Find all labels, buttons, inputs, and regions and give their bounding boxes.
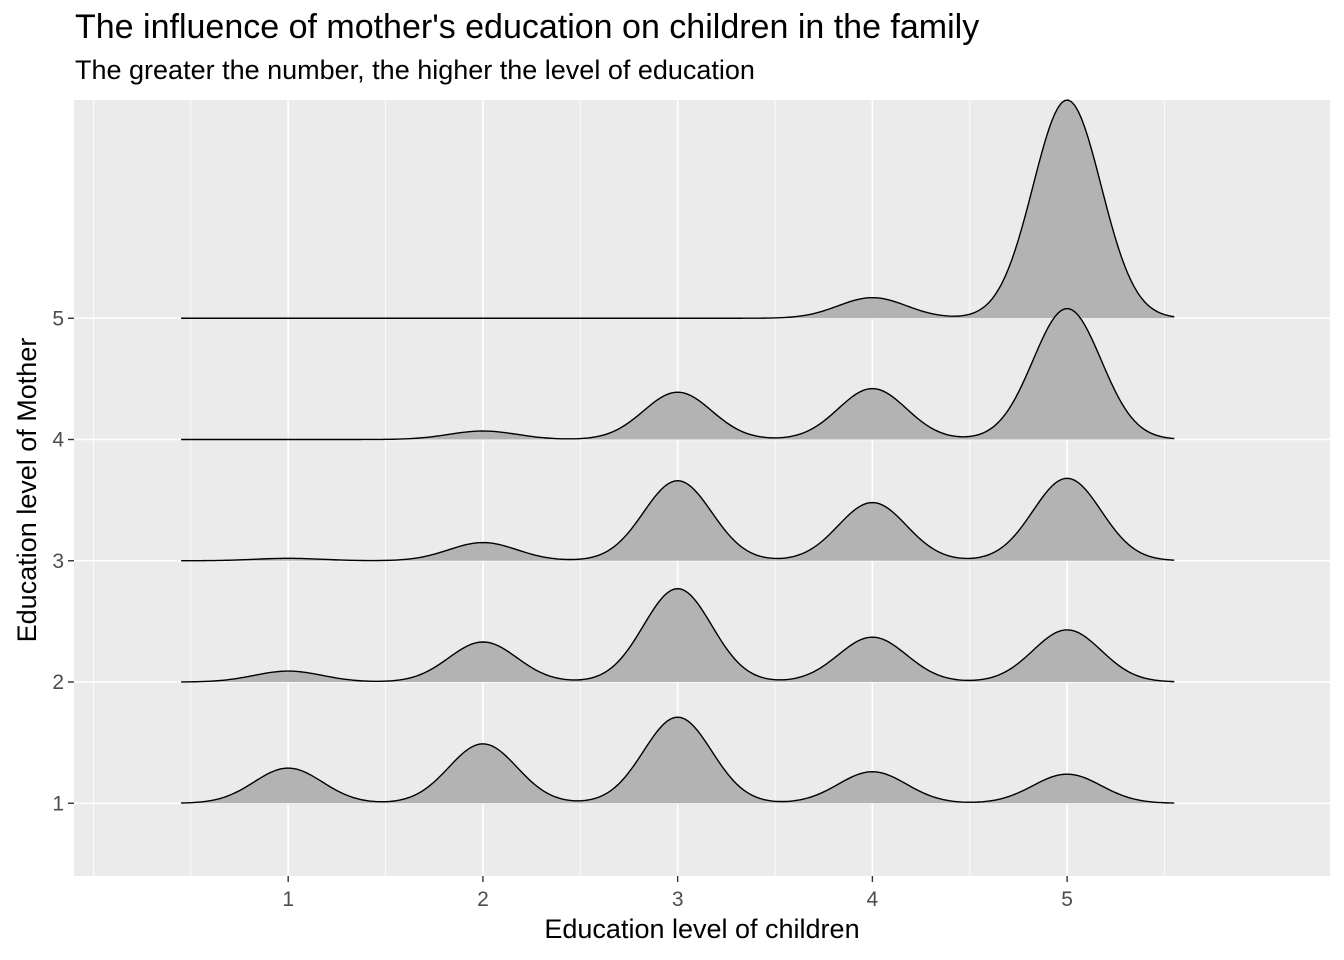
ridge-line-mother-3 bbox=[181, 477, 1175, 562]
ridge-area-mother-5 bbox=[181, 100, 1175, 319]
x-tick-label: 4 bbox=[867, 888, 879, 911]
chart-subtitle: The greater the number, the higher the l… bbox=[75, 55, 755, 85]
density-ridges bbox=[181, 99, 1175, 804]
y-tick-label: 4 bbox=[52, 429, 64, 452]
ridge-line-mother-4 bbox=[181, 307, 1175, 441]
ridge-area-mother-4 bbox=[181, 308, 1175, 440]
x-tick-label: 3 bbox=[672, 888, 684, 911]
minor-gridlines bbox=[93, 100, 1165, 876]
y-axis-label: Education level of Mother bbox=[12, 338, 42, 643]
ridge-area-mother-3 bbox=[181, 478, 1175, 561]
x-tick-label: 5 bbox=[1061, 888, 1073, 911]
ridge-area-mother-1 bbox=[181, 717, 1175, 804]
x-tick-label: 2 bbox=[477, 888, 489, 911]
x-tick-label: 1 bbox=[282, 888, 294, 911]
x-axis-label: Education level of children bbox=[544, 914, 859, 944]
y-tick-label: 3 bbox=[52, 550, 64, 573]
y-tick-label: 1 bbox=[52, 792, 64, 815]
y-tick-label: 2 bbox=[52, 671, 64, 694]
x-axis: 1 2 3 4 5 bbox=[282, 876, 1073, 911]
ridge-line-mother-2 bbox=[181, 587, 1175, 683]
chart-title: The influence of mother's education on c… bbox=[75, 8, 980, 46]
y-tick-label: 5 bbox=[52, 307, 64, 330]
ridge-line-mother-5 bbox=[181, 99, 1175, 319]
y-axis: 1 2 3 4 5 bbox=[52, 307, 74, 815]
ridge-area-mother-2 bbox=[181, 588, 1175, 682]
ridge-line-mother-1 bbox=[181, 716, 1175, 804]
